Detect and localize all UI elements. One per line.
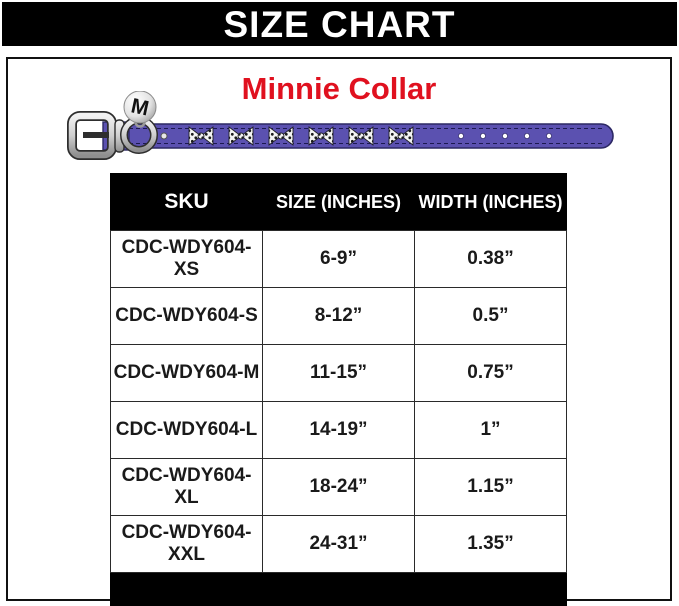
table-row: CDC-WDY604-S 8-12” 0.5”: [110, 287, 567, 345]
footer-bar: [110, 572, 567, 606]
size-cell: 24-31”: [262, 515, 415, 573]
size-cell: 6-9”: [262, 230, 415, 288]
collar-holes: [457, 133, 552, 140]
sku-cell: CDC-WDY604-XXL: [110, 515, 263, 573]
page-title: SIZE CHART: [223, 4, 456, 45]
size-table-footer: [110, 572, 567, 606]
table-row: CDC-WDY604-L 14-19” 1”: [110, 401, 567, 459]
size-table: SKU SIZE (INCHES) WIDTH (INCHES) CDC-WDY…: [110, 173, 567, 606]
bell-icon: M: [123, 90, 157, 128]
size-cell: 18-24”: [262, 458, 415, 516]
width-cell: 1.15”: [414, 458, 567, 516]
product-title: Minnie Collar: [241, 71, 437, 106]
sku-cell: CDC-WDY604-S: [110, 287, 263, 345]
column-header-sku: SKU: [110, 173, 263, 231]
size-table-header: SKU SIZE (INCHES) WIDTH (INCHES): [110, 173, 567, 231]
size-cell: 11-15”: [262, 344, 415, 402]
sku-cell: CDC-WDY604-M: [110, 344, 263, 402]
table-row: CDC-WDY604-XS 6-9” 0.38”: [110, 230, 567, 288]
table-row: CDC-WDY604-XL 18-24” 1.15”: [110, 458, 567, 516]
size-cell: 8-12”: [262, 287, 415, 345]
svg-text:M: M: [129, 94, 151, 120]
width-cell: 1.35”: [414, 515, 567, 573]
width-cell: 1”: [414, 401, 567, 459]
sku-cell: CDC-WDY604-XS: [110, 230, 263, 288]
width-cell: 0.5”: [414, 287, 567, 345]
collar-graphic: M: [67, 90, 614, 160]
sku-cell: CDC-WDY604-L: [110, 401, 263, 459]
column-header-size: SIZE (INCHES): [262, 173, 415, 231]
collar-image: M: [59, 90, 619, 165]
table-row: CDC-WDY604-XXL 24-31” 1.35”: [110, 515, 567, 573]
width-cell: 0.38”: [414, 230, 567, 288]
size-cell: 14-19”: [262, 401, 415, 459]
column-header-width: WIDTH (INCHES): [414, 173, 567, 231]
buckle-graphic: [67, 111, 130, 160]
sku-cell: CDC-WDY604-XL: [110, 458, 263, 516]
width-cell: 0.75”: [414, 344, 567, 402]
table-row: CDC-WDY604-M 11-15” 0.75”: [110, 344, 567, 402]
minnie-bow-pattern: [188, 126, 414, 146]
product-card: Minnie Collar: [6, 57, 672, 606]
size-chart-banner: SIZE CHART: [2, 2, 677, 46]
